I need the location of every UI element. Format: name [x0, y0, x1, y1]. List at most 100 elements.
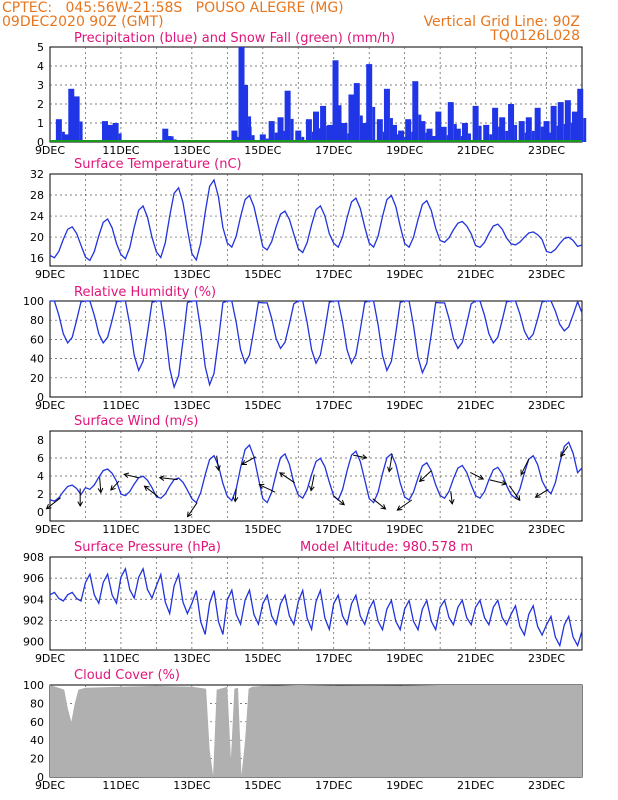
precip-bar	[348, 94, 355, 142]
wind-arrow	[241, 456, 256, 465]
precip-bar	[583, 118, 587, 142]
wind-arrow-head	[396, 505, 403, 511]
y-tick-label: 28	[30, 189, 44, 202]
precip-bar	[295, 130, 302, 142]
x-tick-label: 17DEC	[315, 268, 352, 281]
x-tick-label: 21DEC	[457, 144, 494, 157]
y-tick-label: 0	[37, 506, 44, 519]
wind-arrow	[333, 495, 345, 506]
precip-bar	[505, 130, 509, 142]
wind-arrow	[216, 455, 220, 471]
y-tick-label: 908	[23, 551, 44, 564]
precip-bar	[305, 119, 312, 142]
wind-arrow-head	[534, 492, 541, 498]
x-tick-label: 23DEC	[528, 652, 565, 665]
wind-arrow-head	[515, 495, 521, 502]
y-tick-label: 900	[23, 636, 44, 649]
precip-bar	[353, 83, 360, 142]
y-tick-label: 100	[23, 295, 44, 308]
panel-title: Cloud Cover (%)	[74, 668, 180, 683]
wind-arrow-head	[258, 483, 265, 490]
precip-bar	[242, 85, 249, 142]
x-tick-label: 19DEC	[386, 399, 423, 412]
precip-bar	[73, 96, 80, 142]
y-tick-label: 904	[23, 593, 44, 606]
precip-bar	[489, 134, 493, 142]
precip-bar	[112, 123, 119, 142]
model-altitude: Model Altitude: 980.578 m	[300, 540, 473, 555]
precip-bar	[167, 136, 174, 142]
x-tick-label: 17DEC	[315, 652, 352, 665]
wind-arrow-head	[279, 472, 285, 478]
panel-title: Surface Pressure (hPa)	[74, 540, 221, 555]
x-tick-label: 11DEC	[102, 399, 139, 412]
x-tick-label: 21DEC	[457, 399, 494, 412]
y-tick-label: 16	[30, 252, 44, 265]
panel-title: Precipitation (blue) and Snow Fall (gree…	[74, 31, 395, 46]
series-line	[49, 566, 583, 648]
precip-bar	[435, 111, 442, 142]
x-tick-label: 13DEC	[173, 779, 210, 792]
x-tick-label: 11DEC	[102, 268, 139, 281]
precip-bar	[274, 132, 278, 142]
precip-bar	[376, 119, 383, 142]
x-tick-label: 11DEC	[102, 652, 139, 665]
y-tick-label: 906	[23, 572, 44, 585]
y-tick-label: 6	[37, 452, 44, 465]
wind-arrow	[187, 502, 198, 517]
wind-arrow-head	[478, 474, 485, 480]
x-tick-label: 21DEC	[457, 779, 494, 792]
x-tick-label: 23DEC	[528, 399, 565, 412]
precip-bar	[534, 107, 541, 142]
wind-arrow	[124, 473, 139, 479]
wind-arrow	[159, 477, 178, 481]
y-tick-label: 60	[30, 333, 44, 346]
precip-bar	[268, 121, 275, 142]
wind-arrow	[560, 446, 569, 457]
y-tick-label: 902	[23, 614, 44, 627]
x-tick-label: 13DEC	[173, 399, 210, 412]
panel-title: Surface Wind (m/s)	[74, 414, 198, 429]
wind-arrow	[46, 497, 61, 510]
precip-bar	[440, 126, 447, 142]
wind-arrow	[279, 472, 296, 484]
wind-arrow-head	[448, 499, 455, 505]
date-header: 09DEC2020 90Z (GMT)	[2, 14, 164, 30]
x-tick-label: 15DEC	[244, 144, 281, 157]
y-tick-label: 8	[37, 434, 44, 447]
precip-bar	[564, 100, 571, 142]
wind-arrow	[234, 488, 237, 502]
x-tick-label: 21DEC	[457, 268, 494, 281]
station-header: CPTEC: 045:56W-21:58S POUSO ALEGRE (MG)	[2, 0, 344, 16]
precip-bar	[101, 121, 108, 142]
precip-bar	[419, 121, 426, 142]
x-tick-label: 23DEC	[528, 523, 565, 536]
precip-bar	[478, 125, 482, 142]
y-tick-label: 80	[30, 314, 44, 327]
wind-arrows	[45, 446, 569, 518]
wind-arrow-head	[418, 476, 425, 483]
grid-line-header: Vertical Grid Line: 90Z	[423, 14, 580, 30]
precip-bar	[454, 128, 461, 142]
x-tick-label: 17DEC	[315, 144, 352, 157]
precip-bar	[68, 88, 75, 142]
precip-bar	[391, 124, 398, 142]
model-id: TQ0126L028	[490, 28, 580, 44]
precip-bar	[412, 81, 419, 142]
x-tick-label: 19DEC	[386, 652, 423, 665]
precip-bar	[550, 105, 557, 142]
precip-bar	[277, 117, 284, 142]
precip-bar	[467, 133, 471, 142]
wind-arrow-head	[215, 465, 221, 472]
y-tick-label: 4	[37, 60, 44, 73]
wind-arrow-head	[380, 504, 387, 510]
x-tick-label: 19DEC	[386, 144, 423, 157]
x-tick-label: 15DEC	[244, 399, 281, 412]
precip-bar	[327, 124, 334, 142]
x-tick-label: 17DEC	[315, 779, 352, 792]
precip-bar	[338, 105, 342, 142]
x-tick-label: 19DEC	[386, 779, 423, 792]
wind-arrow	[535, 489, 549, 498]
x-tick-label: 9DEC	[35, 652, 65, 665]
cloud-cover-area	[50, 685, 582, 777]
